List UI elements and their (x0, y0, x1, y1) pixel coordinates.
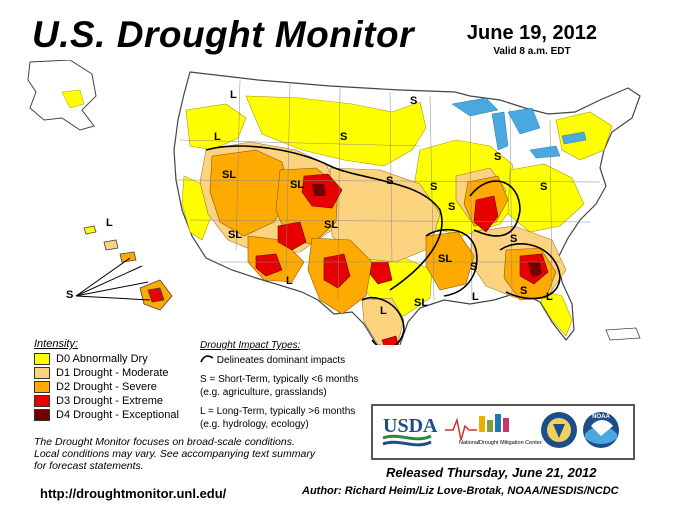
drought-monitor-link[interactable]: http://droughtmonitor.unl.edu/ (40, 486, 227, 501)
ndmc-text-1: National (459, 440, 479, 446)
label-l-hawaii: L (106, 217, 113, 229)
legend-item-d0: D0 Abnormally Dry (34, 352, 179, 366)
drought-map: S S L SL SL S S S S SL SL S S SL L S S S… (27, 60, 641, 345)
usda-text: USDA (383, 415, 438, 437)
puerto-rico (605, 327, 641, 341)
focus-line-2: Local conditions may vary. See accompany… (34, 448, 316, 460)
legend-label-d2: D2 Drought - Severe (56, 381, 157, 393)
d1-texas-south (361, 297, 405, 345)
impact-legend: Drought Impact Types: Delineates dominan… (200, 340, 358, 432)
d0-northwest (185, 103, 247, 151)
impact-long-2: (e.g. hydrology, ecology) (200, 419, 309, 430)
impact-delineates: Delineates dominant impacts (200, 355, 358, 366)
label-l-mississippi: L (472, 291, 479, 303)
d4-colorado (312, 184, 326, 196)
alaska (27, 60, 97, 131)
noaa-logo: NOAA (583, 412, 619, 448)
page-title: U.S. Drought Monitor (32, 14, 414, 55)
d0-areas (181, 95, 613, 337)
map-date: June 19, 2012 (466, 22, 597, 44)
label-s-ndakota: S (410, 95, 417, 107)
ndmc-logo: National Drought Mitigation Center (445, 414, 542, 446)
intensity-legend: Intensity: D0 Abnormally Dry D1 Drought … (34, 338, 179, 422)
label-l-florida: L (546, 291, 553, 303)
d0-northern-plains (245, 95, 427, 167)
label-s-hawaii: S (66, 289, 73, 301)
label-l-texas: L (380, 305, 387, 317)
impact-short-1: S = Short-Term, typically <6 months (200, 374, 359, 385)
label-sl-wyoming: SL (290, 179, 304, 191)
legend-label-d1: D1 Drought - Moderate (56, 367, 169, 379)
swatch-d3 (34, 395, 50, 407)
legend-label-d0: D0 Abnormally Dry (56, 353, 148, 365)
swatch-d1 (34, 367, 50, 379)
label-sl-colorado: SL (324, 219, 338, 231)
d2-great-basin (209, 149, 291, 237)
d3-utah (277, 221, 307, 251)
great-lakes (451, 97, 587, 159)
label-sl-arkansas: SL (438, 253, 452, 265)
focus-line-3: for forecast statements. (34, 460, 144, 472)
label-s-tennessee: S (470, 261, 477, 273)
d0-ohio-valley (507, 163, 585, 233)
impact-long-1: L = Long-Term, typically >6 months (200, 406, 356, 417)
impact-delineates-text: Delineates dominant impacts (216, 355, 346, 366)
hawaii-pointer-lines (75, 257, 151, 301)
label-s-georgia: S (520, 285, 527, 297)
agency-logos: USDA National Drought Mitigation Center … (371, 404, 635, 460)
swatch-d2 (34, 381, 50, 393)
noaa-text: NOAA (592, 414, 610, 420)
state-boundaries (175, 79, 601, 301)
delineation-line-icon (200, 355, 214, 363)
legend-label-d3: D3 Drought - Extreme (56, 395, 163, 407)
commerce-seal (541, 412, 577, 448)
ndmc-text-2: Drought Mitigation Center (479, 440, 542, 446)
release-date: Released Thursday, June 21, 2012 (386, 465, 597, 480)
d3-texas-coast (381, 335, 399, 345)
legend-heading: Intensity: (34, 338, 79, 350)
focus-note: The Drought Monitor focuses on broad-sca… (34, 436, 315, 472)
legend-item-d2: D2 Drought - Severe (34, 380, 179, 394)
usda-logo: USDA (382, 415, 438, 447)
logo-strip: USDA National Drought Mitigation Center … (382, 412, 619, 448)
legend-item-d1: D1 Drought - Moderate (34, 366, 179, 380)
legend-item-d4: D4 Drought - Exceptional (34, 408, 179, 422)
label-s-iowa: S (430, 181, 437, 193)
d3-new-mexico (323, 253, 351, 289)
impact-short-2: (e.g. agriculture, grasslands) (200, 387, 327, 398)
swatch-d0 (34, 353, 50, 365)
impact-heading: Drought Impact Types: (200, 340, 301, 351)
legend-label-d4: D4 Drought - Exceptional (56, 409, 179, 421)
author-credit: Author: Richard Heim/Liz Love-Brotak, NO… (302, 485, 619, 497)
label-l-washington: L (214, 131, 221, 143)
label-s-michigan: S (494, 151, 501, 163)
date-block: June 19, 2012 Valid 8 a.m. EDT (467, 22, 597, 57)
alaska-d0 (61, 89, 85, 109)
impact-lines (205, 145, 561, 345)
d3-arizona (255, 253, 283, 277)
region-labels: S S L SL SL S S S S SL SL S S SL L S S S… (66, 89, 553, 317)
d4-georgia (528, 262, 542, 278)
label-s-kentucky: S (510, 233, 517, 245)
label-sl-louisiana: SL (414, 297, 428, 309)
label-s-ohio: S (540, 181, 547, 193)
d3-midwest (473, 195, 499, 233)
label-l-newmexico: L (286, 275, 293, 287)
valid-time: Valid 8 a.m. EDT (493, 46, 571, 57)
label-l-alaska: L (230, 89, 237, 101)
hawaii (83, 225, 173, 311)
label-s-illinois: S (448, 201, 455, 213)
d4-areas (312, 184, 542, 278)
focus-line-1: The Drought Monitor focuses on broad-sca… (34, 436, 295, 448)
swatch-d4 (34, 409, 50, 421)
label-s-montana: S (340, 131, 347, 143)
label-sl-nevada: SL (222, 169, 236, 181)
d0-florida (539, 289, 573, 337)
label-s-nebraska: S (386, 175, 393, 187)
label-sl-utah: SL (228, 229, 242, 241)
legend-item-d3: D3 Drought - Extreme (34, 394, 179, 408)
